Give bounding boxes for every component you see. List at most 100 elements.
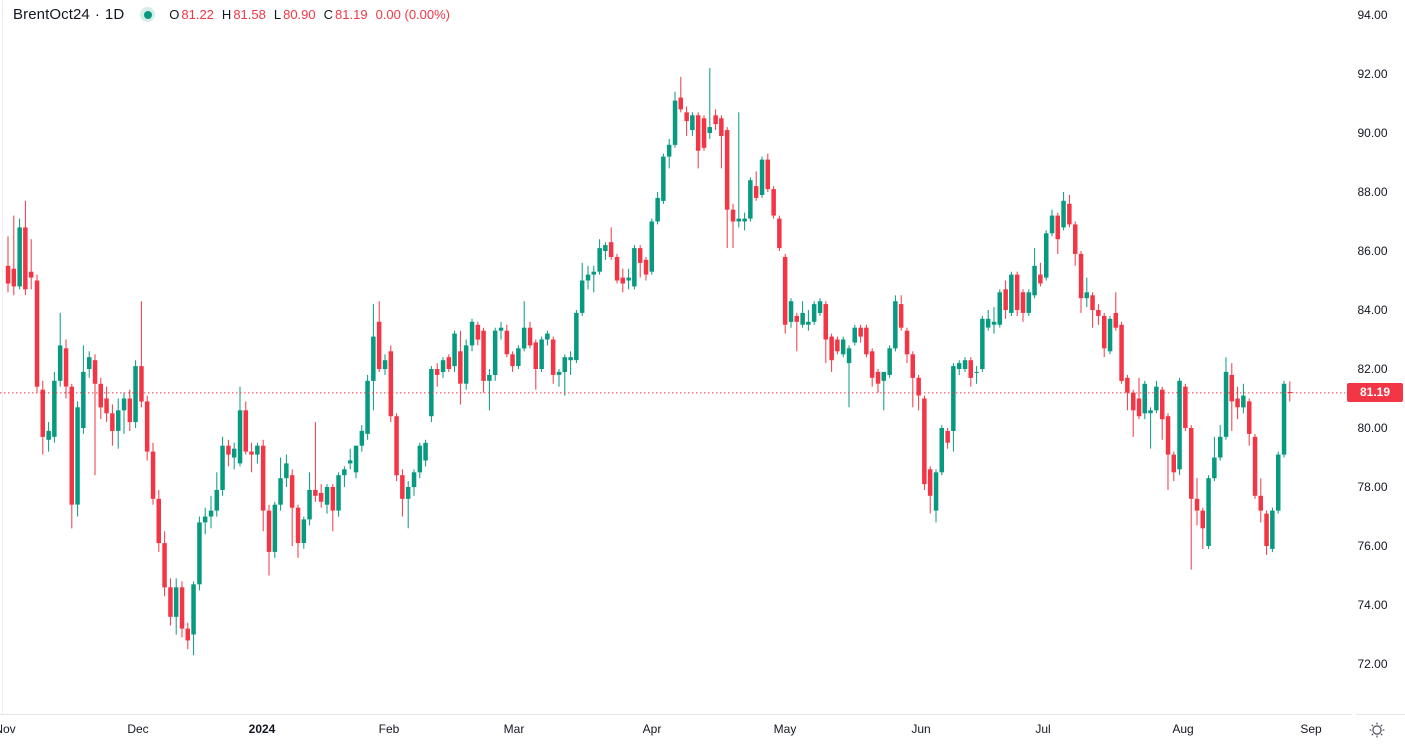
candle xyxy=(858,324,863,343)
candle xyxy=(289,469,295,546)
candle xyxy=(724,127,730,249)
candle xyxy=(150,442,156,505)
candle xyxy=(452,330,457,372)
candle xyxy=(173,578,179,635)
time-axis-label: May xyxy=(773,722,797,736)
candle xyxy=(156,489,161,552)
candle xyxy=(985,310,991,331)
candle xyxy=(139,301,144,408)
candle xyxy=(92,354,98,476)
symbol-legend: BrentOct24 · 1D O 81.22 H 81.58 L 80.90 … xyxy=(13,6,450,23)
candle xyxy=(846,345,852,408)
candle xyxy=(591,265,596,293)
low-value: 80.90 xyxy=(283,7,316,22)
candle xyxy=(1102,312,1107,358)
candle xyxy=(748,177,753,222)
candle xyxy=(458,330,463,405)
candle xyxy=(243,401,248,455)
time-axis-label: Dec xyxy=(127,722,149,736)
candle xyxy=(144,395,150,461)
candle xyxy=(400,469,405,517)
candle xyxy=(1119,321,1124,384)
sun-icon[interactable] xyxy=(1368,721,1386,739)
candle xyxy=(1200,507,1205,549)
candle xyxy=(945,428,950,449)
candle xyxy=(388,345,394,423)
price-axis-label: 76.00 xyxy=(1357,539,1388,553)
candle xyxy=(1044,230,1049,281)
candle xyxy=(869,348,875,387)
time-axis-label: Jul xyxy=(1035,722,1051,736)
candle xyxy=(690,112,695,136)
candle xyxy=(376,301,382,372)
candle xyxy=(365,374,370,440)
candle xyxy=(249,442,254,473)
candle xyxy=(1009,271,1014,316)
candle xyxy=(301,516,307,549)
candle xyxy=(46,422,51,452)
candle xyxy=(411,469,417,496)
price-axis-label: 94.00 xyxy=(1357,8,1388,22)
candle xyxy=(556,369,562,387)
candle xyxy=(63,339,69,399)
candle xyxy=(168,578,173,626)
open-label: O xyxy=(169,7,180,22)
candle xyxy=(272,501,278,558)
candle xyxy=(904,327,910,364)
candle xyxy=(649,218,654,275)
candle xyxy=(87,351,92,378)
close-value: 81.19 xyxy=(335,7,368,22)
candle xyxy=(545,330,550,346)
candle xyxy=(469,318,475,352)
change-value: 0.00 (0.00%) xyxy=(375,7,451,22)
candle xyxy=(695,112,701,169)
price-axis-label: 74.00 xyxy=(1357,598,1388,612)
candle xyxy=(162,531,167,597)
candle xyxy=(121,392,127,434)
candle xyxy=(666,138,672,169)
candle xyxy=(75,401,80,517)
candle xyxy=(829,333,834,372)
candle xyxy=(655,192,660,225)
symbol-name[interactable]: BrentOct24 xyxy=(13,6,90,23)
candle xyxy=(324,484,330,514)
candle xyxy=(1287,381,1292,402)
candle xyxy=(927,466,933,514)
candle xyxy=(481,327,486,393)
candle xyxy=(800,301,805,328)
candle xyxy=(707,68,712,139)
candle xyxy=(40,380,45,455)
candle xyxy=(1073,221,1078,266)
time-axis-label: Nov xyxy=(0,722,16,736)
candle xyxy=(1084,277,1089,308)
candle xyxy=(620,268,625,293)
price-axis-label: 72.00 xyxy=(1357,657,1388,671)
candle xyxy=(562,354,567,396)
candle xyxy=(405,481,411,529)
candle xyxy=(208,495,214,529)
candle xyxy=(1206,475,1211,549)
candle xyxy=(57,312,63,387)
price-axis[interactable]: 94.00 92.00 90.00 88.00 86.00 84.00 82.00 80.00… xyxy=(1345,0,1405,714)
candle xyxy=(318,484,324,508)
candle xyxy=(440,357,446,378)
candle xyxy=(342,466,347,487)
candle xyxy=(353,445,359,479)
time-axis[interactable]: Nov Dec 2024 Feb Mar Apr May Jun Jul Aug Sep xyxy=(0,714,1405,750)
candle xyxy=(579,262,585,316)
candle xyxy=(1020,289,1026,322)
candle xyxy=(347,448,353,470)
candle xyxy=(672,91,678,148)
candle xyxy=(765,153,770,192)
candle xyxy=(568,351,573,375)
candle xyxy=(266,504,272,576)
candle xyxy=(626,268,631,290)
candle xyxy=(69,383,74,529)
candle xyxy=(226,439,231,467)
candle xyxy=(1247,398,1252,446)
price-axis-label: 84.00 xyxy=(1357,303,1388,317)
interval-label[interactable]: 1D xyxy=(104,6,125,23)
candle xyxy=(632,245,637,290)
candle xyxy=(898,295,904,331)
